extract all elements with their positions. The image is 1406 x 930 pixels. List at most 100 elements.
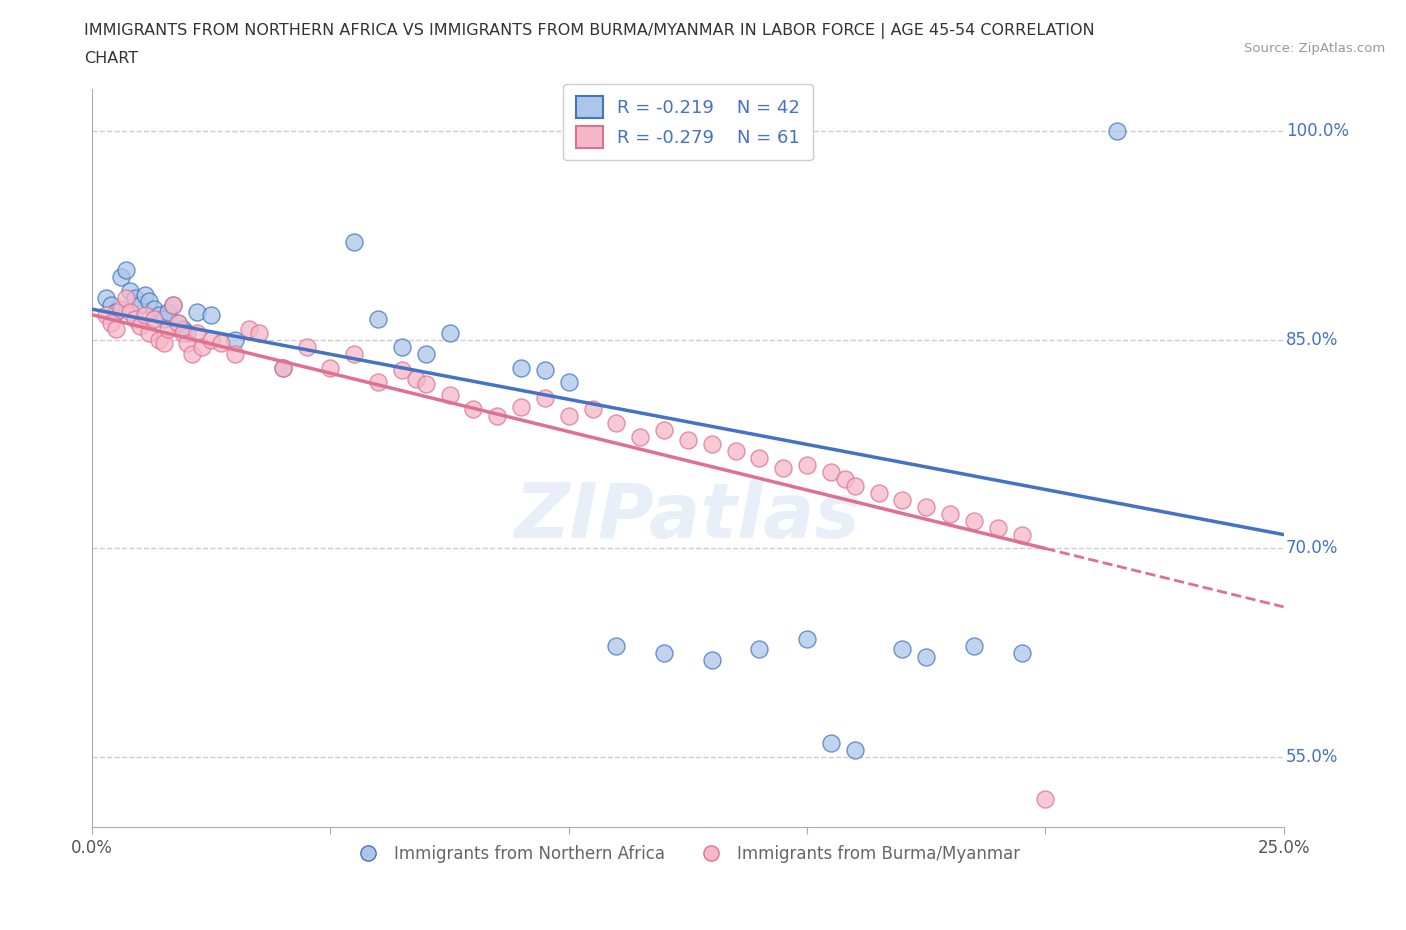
Point: [834, 472, 856, 486]
Point: [105, 321, 128, 336]
Point: [191, 339, 214, 354]
Point: [200, 332, 222, 347]
Point: [605, 638, 627, 653]
Point: [405, 371, 427, 386]
Text: IMMIGRANTS FROM NORTHERN AFRICA VS IMMIGRANTS FROM BURMA/MYANMAR IN LABOR FORCE : IMMIGRANTS FROM NORTHERN AFRICA VS IMMIG…: [84, 23, 1095, 39]
Point: [295, 339, 318, 354]
Text: Source: ZipAtlas.com: Source: ZipAtlas.com: [1244, 42, 1385, 55]
Point: [439, 388, 461, 403]
Point: [176, 335, 198, 350]
Point: [391, 339, 413, 354]
Point: [343, 235, 366, 250]
Text: 100.0%: 100.0%: [1286, 122, 1348, 140]
Point: [110, 301, 132, 316]
Point: [581, 402, 603, 417]
Point: [134, 288, 156, 303]
Text: 70.0%: 70.0%: [1286, 539, 1339, 557]
Point: [143, 301, 166, 316]
Point: [138, 326, 160, 340]
Point: [209, 335, 232, 350]
Point: [319, 360, 342, 375]
Point: [558, 374, 581, 389]
Point: [162, 298, 184, 312]
Point: [271, 360, 294, 375]
Point: [138, 293, 160, 308]
Point: [172, 321, 194, 336]
Point: [700, 652, 723, 667]
Point: [172, 326, 194, 340]
Point: [486, 409, 509, 424]
Point: [796, 631, 818, 646]
Point: [772, 460, 794, 475]
Point: [391, 363, 413, 378]
Point: [152, 335, 174, 350]
Point: [162, 298, 184, 312]
Point: [128, 318, 150, 333]
Point: [652, 645, 675, 660]
Point: [1033, 791, 1056, 806]
Point: [367, 374, 389, 389]
Point: [463, 402, 485, 417]
Point: [510, 399, 533, 414]
Point: [114, 263, 136, 278]
Point: [439, 326, 461, 340]
Point: [224, 346, 246, 361]
Point: [148, 332, 170, 347]
Point: [868, 485, 890, 500]
Text: CHART: CHART: [84, 51, 138, 66]
Point: [247, 326, 270, 340]
Point: [1011, 645, 1033, 660]
Point: [915, 649, 938, 664]
Point: [120, 284, 142, 299]
Point: [628, 430, 651, 445]
Point: [96, 307, 118, 322]
Point: [176, 326, 198, 340]
Point: [271, 360, 294, 375]
Point: [510, 360, 533, 375]
Point: [534, 363, 557, 378]
Point: [844, 478, 866, 493]
Point: [152, 312, 174, 326]
Point: [1011, 527, 1033, 542]
Point: [558, 409, 581, 424]
Point: [748, 641, 770, 656]
Point: [157, 321, 180, 336]
Point: [891, 641, 914, 656]
Point: [796, 458, 818, 472]
Legend: Immigrants from Northern Africa, Immigrants from Burma/Myanmar: Immigrants from Northern Africa, Immigra…: [349, 839, 1026, 870]
Point: [238, 321, 260, 336]
Point: [676, 432, 699, 447]
Point: [915, 499, 938, 514]
Point: [343, 346, 366, 361]
Point: [148, 307, 170, 322]
Point: [157, 304, 180, 319]
Point: [415, 377, 437, 392]
Point: [124, 312, 146, 326]
Point: [96, 291, 118, 306]
Point: [114, 291, 136, 306]
Point: [820, 736, 842, 751]
Point: [367, 312, 389, 326]
Point: [186, 326, 208, 340]
Point: [167, 315, 190, 330]
Point: [700, 437, 723, 452]
Point: [939, 506, 962, 521]
Point: [181, 346, 204, 361]
Point: [844, 743, 866, 758]
Point: [820, 464, 842, 479]
Point: [105, 304, 128, 319]
Point: [724, 444, 747, 458]
Point: [534, 391, 557, 405]
Point: [963, 513, 986, 528]
Point: [134, 307, 156, 322]
Point: [963, 638, 986, 653]
Point: [987, 520, 1010, 535]
Point: [167, 315, 190, 330]
Point: [128, 298, 150, 312]
Point: [110, 270, 132, 285]
Point: [1105, 124, 1128, 139]
Point: [891, 492, 914, 507]
Point: [100, 298, 122, 312]
Point: [224, 332, 246, 347]
Point: [124, 291, 146, 306]
